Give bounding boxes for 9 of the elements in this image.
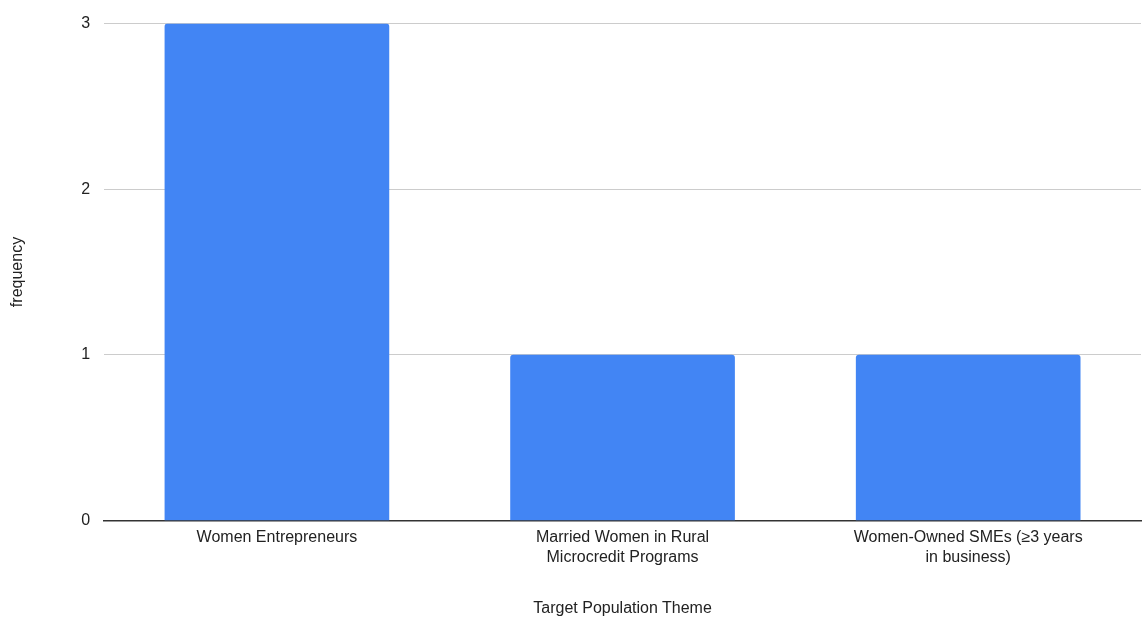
- y-tick-label: 1: [81, 345, 91, 363]
- x-axis-title: Target Population Theme: [533, 598, 712, 616]
- y-tick-label: 3: [81, 14, 91, 32]
- x-tick-label: Women-Owned SMEs (≥3 years in business): [853, 528, 1083, 565]
- x-tick-label: Women Entrepreneurs: [196, 528, 358, 546]
- y-tick-label: 2: [81, 179, 91, 197]
- y-axis-title: frequency: [8, 236, 26, 308]
- x-tick-label: Married Women in Rural Microcredit Programs: [536, 528, 710, 565]
- y-tick-label: 0: [81, 510, 91, 528]
